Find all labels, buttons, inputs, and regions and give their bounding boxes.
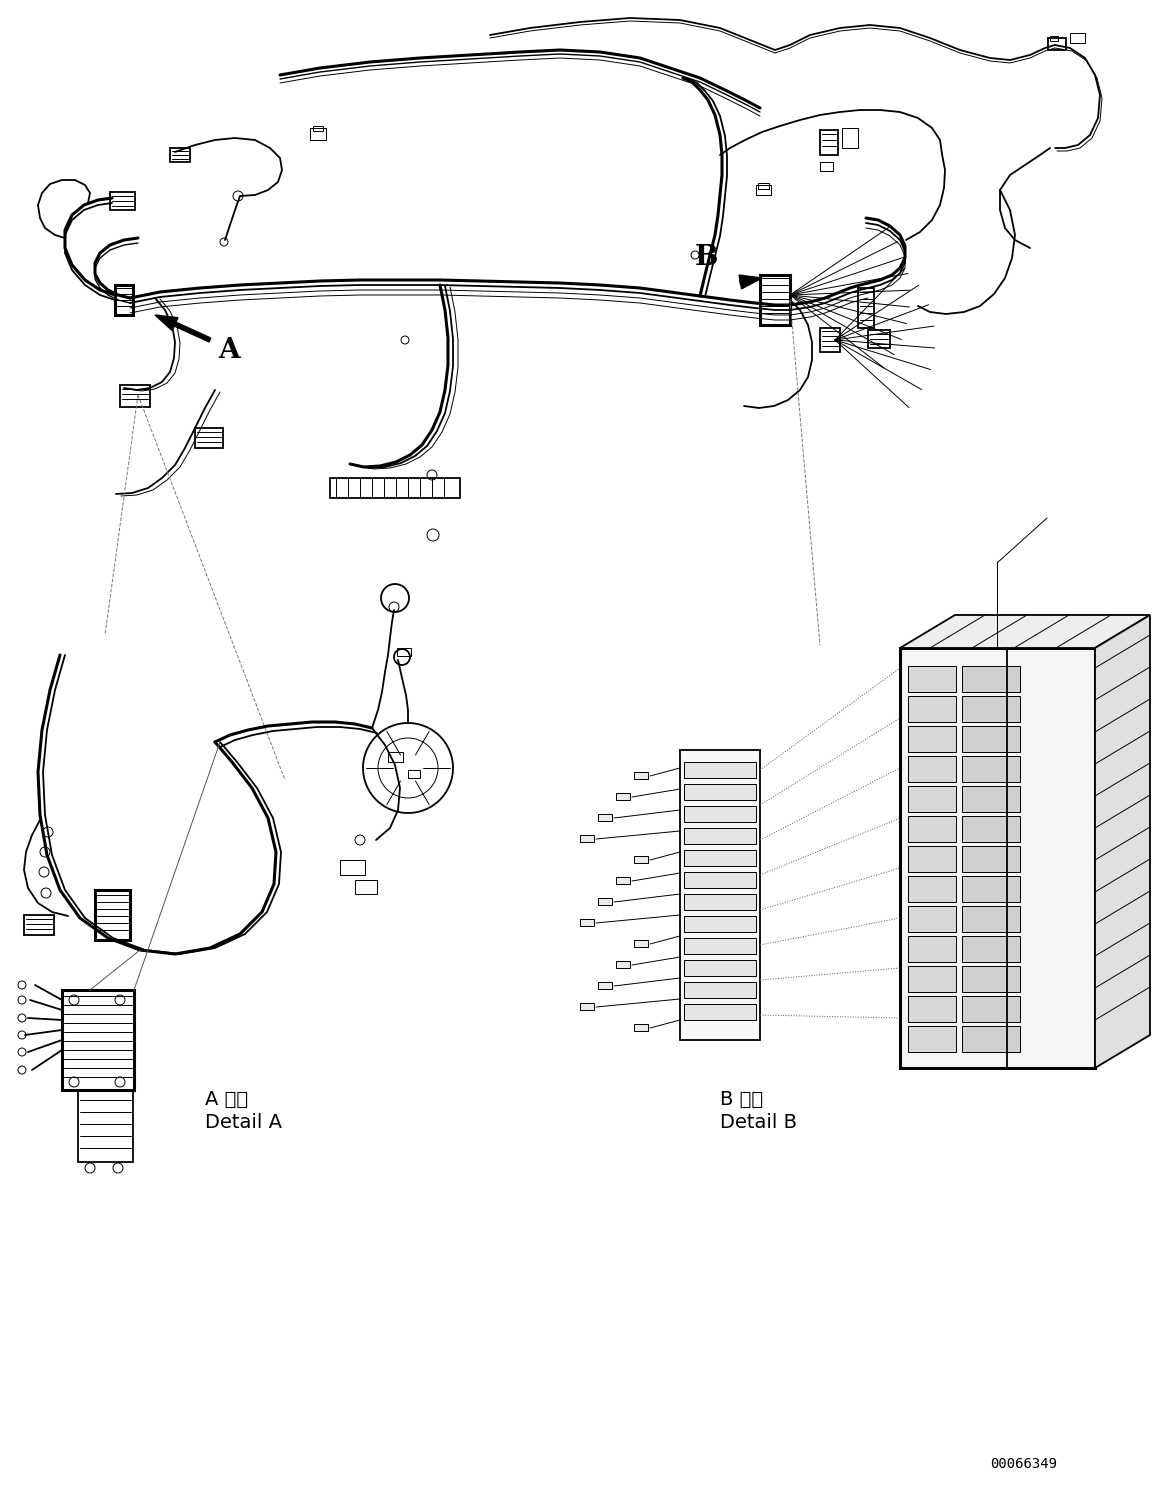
Bar bbox=[684, 806, 756, 821]
Bar bbox=[908, 667, 956, 692]
Text: 00066349: 00066349 bbox=[990, 1457, 1057, 1472]
Bar bbox=[962, 696, 1020, 722]
Bar bbox=[684, 784, 756, 801]
Bar bbox=[962, 756, 1020, 783]
Bar bbox=[1050, 36, 1058, 42]
Bar bbox=[634, 772, 648, 780]
Bar bbox=[908, 1027, 956, 1052]
Bar bbox=[962, 726, 1020, 751]
Polygon shape bbox=[900, 615, 1150, 647]
Bar bbox=[195, 429, 223, 448]
Bar bbox=[408, 769, 420, 778]
Bar bbox=[962, 786, 1020, 812]
Bar bbox=[62, 990, 134, 1091]
Bar bbox=[908, 756, 956, 783]
Bar bbox=[684, 827, 756, 844]
Bar bbox=[684, 982, 756, 998]
Bar bbox=[78, 1091, 133, 1162]
Bar bbox=[313, 126, 323, 131]
Bar bbox=[684, 850, 756, 866]
Bar bbox=[908, 786, 956, 812]
Bar bbox=[962, 995, 1020, 1022]
Bar bbox=[684, 1004, 756, 1019]
Bar bbox=[962, 966, 1020, 992]
Bar bbox=[908, 847, 956, 872]
Bar bbox=[820, 327, 840, 353]
Bar bbox=[962, 876, 1020, 902]
Bar bbox=[616, 961, 630, 969]
Bar bbox=[858, 289, 875, 327]
Text: Detail A: Detail A bbox=[205, 1113, 281, 1132]
Bar bbox=[170, 147, 190, 162]
Bar bbox=[388, 751, 404, 762]
Bar bbox=[680, 750, 759, 1040]
Bar bbox=[580, 1003, 594, 1010]
Bar bbox=[598, 982, 612, 990]
Bar bbox=[110, 192, 135, 210]
Bar bbox=[616, 876, 630, 884]
Bar bbox=[684, 894, 756, 911]
Bar bbox=[820, 162, 833, 171]
Bar bbox=[598, 814, 612, 821]
Bar bbox=[842, 128, 858, 147]
Text: A: A bbox=[217, 336, 240, 365]
Bar bbox=[908, 876, 956, 902]
Bar bbox=[684, 937, 756, 954]
Bar bbox=[962, 847, 1020, 872]
Text: B 詳細: B 詳細 bbox=[720, 1091, 763, 1109]
Bar bbox=[634, 1024, 648, 1031]
Bar bbox=[759, 275, 790, 324]
Bar bbox=[120, 385, 150, 408]
Bar bbox=[684, 960, 756, 976]
Bar bbox=[962, 1027, 1020, 1052]
Bar bbox=[756, 185, 771, 195]
Bar bbox=[580, 920, 594, 926]
Bar bbox=[1048, 39, 1066, 51]
Bar bbox=[908, 995, 956, 1022]
Bar bbox=[684, 872, 756, 888]
Bar bbox=[580, 835, 594, 842]
FancyArrow shape bbox=[740, 275, 762, 289]
Text: B: B bbox=[695, 244, 719, 271]
Bar bbox=[95, 890, 130, 940]
Bar bbox=[908, 966, 956, 992]
Bar bbox=[1070, 33, 1085, 43]
Bar bbox=[820, 129, 839, 155]
Bar bbox=[684, 762, 756, 778]
Polygon shape bbox=[1096, 615, 1150, 1068]
Bar bbox=[908, 696, 956, 722]
Bar bbox=[355, 879, 377, 894]
Bar bbox=[900, 647, 1096, 1068]
Bar bbox=[634, 856, 648, 863]
Bar bbox=[868, 330, 890, 348]
Bar bbox=[908, 936, 956, 963]
Bar bbox=[340, 860, 365, 875]
Bar bbox=[330, 478, 461, 498]
Text: Detail B: Detail B bbox=[720, 1113, 797, 1132]
Bar bbox=[962, 667, 1020, 692]
Text: A 詳細: A 詳細 bbox=[205, 1091, 248, 1109]
Bar bbox=[908, 815, 956, 842]
Bar bbox=[684, 917, 756, 931]
Bar bbox=[758, 183, 769, 189]
Bar bbox=[962, 936, 1020, 963]
Bar bbox=[962, 906, 1020, 931]
Bar bbox=[616, 793, 630, 801]
Bar bbox=[397, 647, 411, 656]
Bar bbox=[908, 906, 956, 931]
FancyArrow shape bbox=[155, 315, 211, 342]
Bar bbox=[634, 940, 648, 946]
Bar bbox=[962, 815, 1020, 842]
Bar bbox=[311, 128, 326, 140]
Bar bbox=[115, 286, 133, 315]
Bar bbox=[908, 726, 956, 751]
Bar bbox=[598, 897, 612, 905]
Bar bbox=[24, 915, 53, 934]
